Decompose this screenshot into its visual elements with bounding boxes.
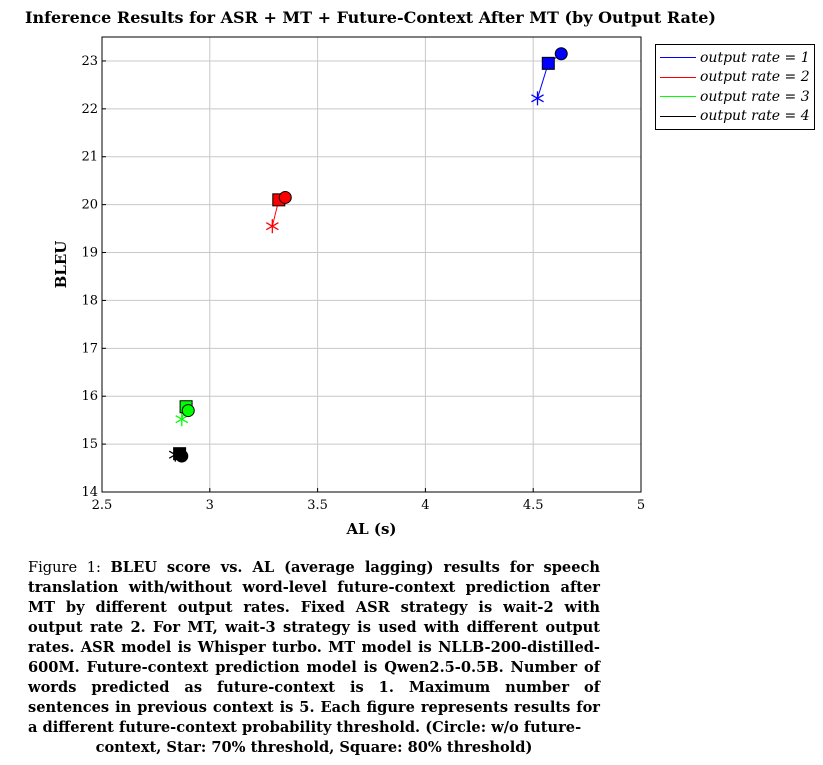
series-2 <box>265 190 292 234</box>
legend-swatch <box>660 96 696 98</box>
x-tick-label: 3.5 <box>307 498 328 513</box>
caption-body: BLEU score vs. AL (average lagging) resu… <box>28 559 600 736</box>
x-tick-label: 3 <box>206 498 214 513</box>
y-tick-label: 21 <box>81 150 98 165</box>
y-tick-label: 23 <box>81 54 98 69</box>
star-marker <box>175 412 189 427</box>
y-tick-label: 22 <box>81 102 98 117</box>
y-tick-label: 18 <box>81 293 98 308</box>
circle-marker <box>554 47 568 61</box>
series-4 <box>168 447 189 463</box>
star-marker <box>531 91 544 106</box>
circle-marker <box>175 449 189 463</box>
circle-marker <box>181 404 195 418</box>
caption-label: Figure 1: <box>28 559 101 576</box>
chart-title: Inference Results for ASR + MT + Future-… <box>24 8 716 27</box>
y-tick-label: 16 <box>81 389 98 404</box>
series-1 <box>531 47 568 106</box>
axis-ticks: 2.5 3 3.5 4 4.5 5 14 15 16 17 18 19 20 21 22 23 <box>81 54 645 513</box>
y-tick-label: 14 <box>81 485 98 500</box>
star-stroke <box>265 222 279 231</box>
legend-label: output rate = 4 <box>700 108 810 125</box>
y-tick-label: 20 <box>81 198 98 213</box>
x-tick-label: 4.5 <box>523 498 544 513</box>
legend-entry-rate-1: output rate = 1 <box>660 48 810 68</box>
star-stroke <box>175 415 189 424</box>
legend-entry-rate-3: output rate = 3 <box>660 87 810 107</box>
x-tick-label: 4 <box>421 498 429 513</box>
y-axis-label: BLEU <box>52 241 70 289</box>
x-tick-label: 5 <box>637 498 645 513</box>
y-tick-label: 17 <box>81 341 98 356</box>
circle-marker <box>278 190 292 204</box>
x-axis-label: AL (s) <box>345 520 396 538</box>
x-tick-label: 2.5 <box>92 498 113 513</box>
legend-swatch <box>660 57 696 59</box>
y-tick-label: 15 <box>81 437 98 452</box>
y-tick-label: 19 <box>81 246 98 261</box>
legend-swatch <box>660 115 696 117</box>
star-stroke <box>531 94 544 103</box>
caption-last-line: context, Star: 70% threshold, Square: 80… <box>95 739 533 756</box>
legend-entry-rate-4: output rate = 4 <box>660 107 810 127</box>
legend-label: output rate = 3 <box>700 88 810 105</box>
star-marker <box>265 219 279 234</box>
grid-lines <box>101 37 642 493</box>
legend-swatch <box>660 76 696 78</box>
plot-frame <box>101 36 642 493</box>
series-3 <box>175 400 195 427</box>
legend-label: output rate = 1 <box>700 49 810 66</box>
figure-caption: Figure 1: BLEU score vs. AL (average lag… <box>28 558 600 758</box>
data-series <box>168 47 568 463</box>
legend-label: output rate = 2 <box>700 69 810 86</box>
square-marker <box>541 56 555 70</box>
legend: output rate = 1 output rate = 2 output r… <box>655 44 815 130</box>
legend-entry-rate-2: output rate = 2 <box>660 68 810 88</box>
